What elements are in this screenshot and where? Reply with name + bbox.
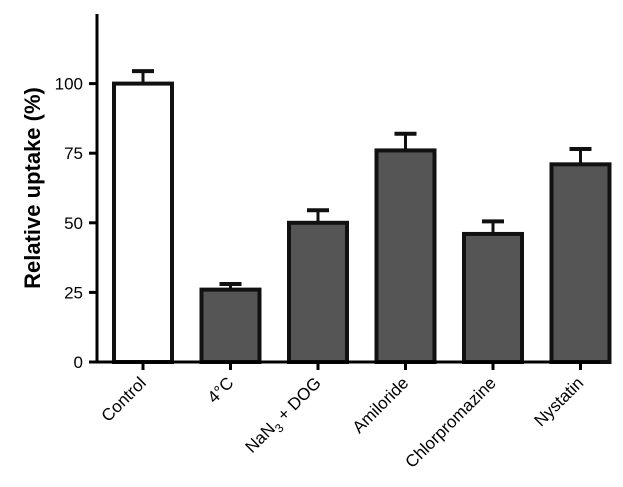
- x-label-amiloride: Amiloride: [349, 373, 413, 437]
- y-ticks-group: 0 25 50 75 100: [55, 75, 97, 372]
- y-tick-label-25: 25: [64, 283, 83, 302]
- y-tick-label-0: 0: [74, 353, 83, 372]
- y-tick-label-50: 50: [64, 214, 83, 233]
- x-label-nan3-dog: NaN3 + DOG: [242, 373, 328, 459]
- bar-chlorpromazine: [462, 231, 524, 364]
- bar-control: [112, 81, 174, 364]
- bars-group: [112, 69, 612, 364]
- bar-nystatin: [549, 162, 612, 364]
- axes-group: [95, 14, 600, 364]
- y-axis-title: Relative uptake (%): [20, 87, 45, 289]
- x-label-4c: 4°C: [204, 373, 238, 407]
- x-label-nystatin: Nystatin: [530, 373, 587, 430]
- y-tick-label-75: 75: [64, 144, 83, 163]
- bar-amiloride: [374, 148, 437, 364]
- bar-4c: [199, 287, 262, 364]
- y-tick-label-100: 100: [55, 75, 83, 94]
- x-label-chlorpromazine: Chlorpromazine: [402, 373, 500, 471]
- bar-nan3-dog: [287, 220, 349, 364]
- x-label-control: Control: [98, 373, 150, 425]
